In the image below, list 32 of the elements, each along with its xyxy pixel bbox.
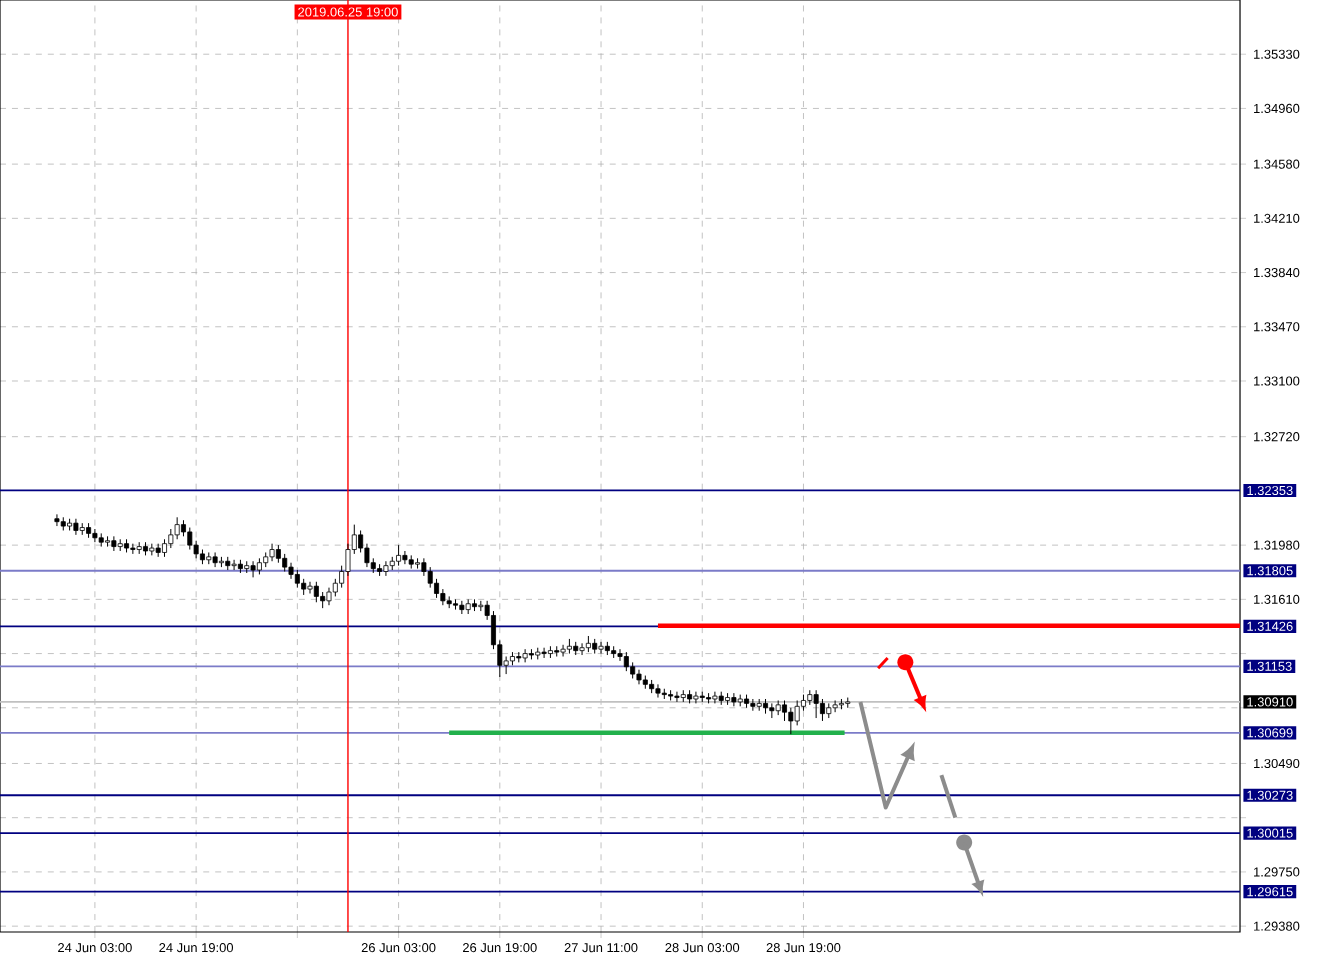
candlestick [250, 560, 256, 578]
candlestick [579, 642, 585, 656]
candlestick [731, 692, 737, 707]
candlestick [92, 528, 98, 543]
candlestick [111, 535, 117, 552]
candlestick [402, 550, 408, 565]
candlestick [560, 644, 566, 657]
candlestick [623, 651, 629, 672]
candlestick [383, 560, 389, 577]
candlestick [819, 698, 825, 722]
candlestick [522, 648, 528, 663]
candlestick [269, 543, 275, 562]
candlestick [396, 544, 402, 567]
candlestick [788, 707, 794, 735]
candlestick [655, 683, 661, 699]
candlestick [674, 691, 680, 703]
candlestick [313, 581, 319, 603]
candlestick [712, 691, 718, 704]
candlestick [598, 641, 604, 655]
candlestick [307, 581, 313, 594]
candlestick [54, 513, 60, 527]
candlestick [130, 543, 136, 555]
candlestick [794, 699, 800, 726]
candlestick [231, 559, 237, 571]
candlestick [187, 527, 193, 551]
candlestick [832, 699, 838, 713]
candlestick [212, 551, 218, 568]
candlestick [813, 689, 819, 719]
candlestick [541, 647, 547, 659]
candlestick [693, 691, 699, 704]
candlestick [750, 698, 756, 712]
candlestick [174, 516, 180, 540]
